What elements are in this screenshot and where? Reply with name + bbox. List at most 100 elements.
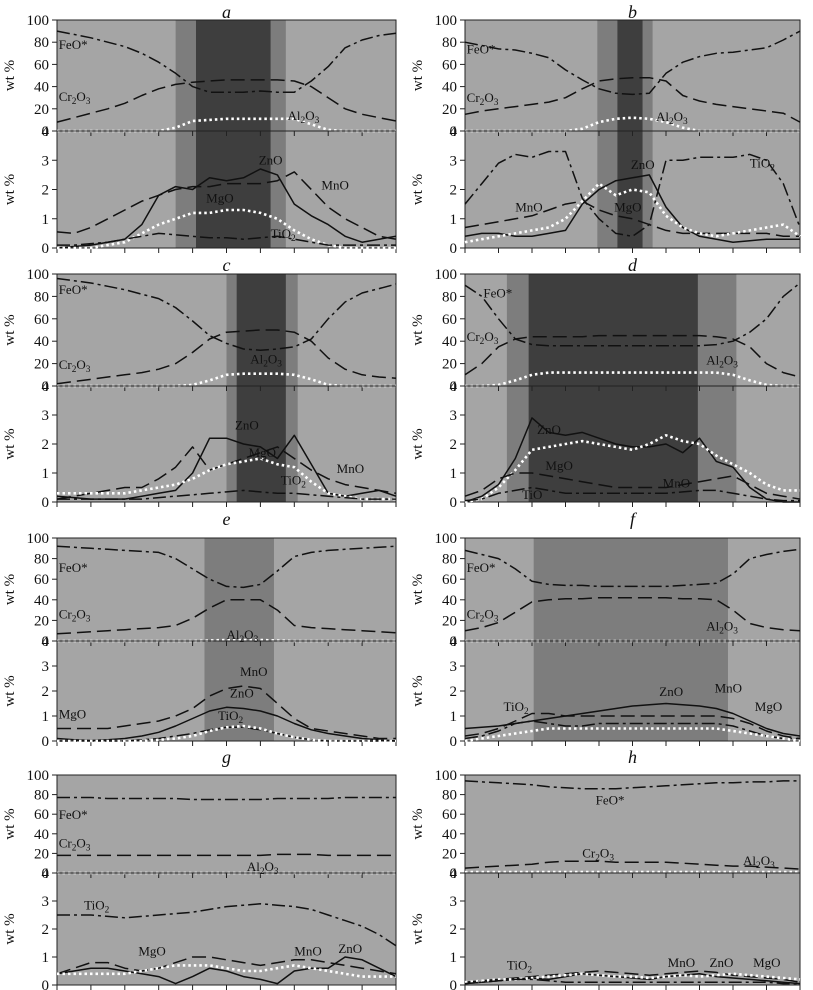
y-tick-label: 20 (34, 357, 49, 373)
y-axis-label: wt % (410, 174, 426, 205)
series-label: Cr2O3 (467, 329, 499, 347)
series-label: MgO (249, 445, 276, 460)
series-zno (464, 174, 800, 243)
y-axis-label: wt % (2, 174, 18, 205)
series-mno (57, 685, 396, 740)
y-tick-label: 60 (442, 807, 457, 823)
y-axis-label: wt % (2, 675, 18, 706)
y-tick-label: 0 (450, 241, 458, 257)
series-cr2o3 (464, 860, 801, 870)
y-tick-label: 100 (435, 13, 458, 29)
y-tick-label: 0 (450, 495, 458, 511)
y-tick-label: 0 (42, 495, 50, 511)
series-label: MnO (663, 476, 690, 491)
y-tick-label: 4 (450, 124, 458, 140)
series-label: Cr2O3 (59, 836, 91, 854)
series-label: TiO2 (281, 473, 306, 491)
y-tick-label: 0 (42, 241, 50, 257)
plot-background (465, 775, 800, 985)
y-tick-label: 0 (450, 634, 458, 650)
series-mgo (57, 208, 396, 250)
y-tick-label: 1 (450, 466, 458, 482)
y-tick-label: 1 (42, 212, 50, 228)
series-label: TiO2 (507, 958, 532, 976)
subplot-top: 0 20 40 60 80 100 wt % FeO* Cr2O3 Al2O3 (410, 531, 801, 650)
series-mgo (464, 182, 801, 244)
y-tick-label: 20 (34, 613, 49, 629)
subplot-bottom: 0 1 2 3 4 wt % TiO2 ZnO MnO MgO (410, 634, 801, 750)
y-tick-label: 4 (450, 634, 458, 650)
series-label: MnO (337, 461, 364, 476)
subplot-bottom: 0 1 2 3 4 wt % ZnO MgO MnO TiO (410, 379, 801, 511)
series-mno (464, 970, 801, 983)
y-tick-label: 100 (435, 531, 458, 547)
series-mgo (57, 457, 396, 501)
series-label: FeO* (467, 560, 496, 575)
y-tick-label: 3 (42, 659, 50, 675)
panel-label: c (223, 255, 231, 275)
panel-e: e 0 20 40 60 80 100 wt % FeO* Cr2O3 Al2O3 0 1 2 3 4 wt %… (2, 509, 397, 750)
y-tick-label: 100 (27, 768, 50, 784)
y-tick-label: 80 (442, 788, 457, 804)
series-tio2 (464, 978, 800, 985)
series-label: Al2O3 (706, 353, 738, 371)
y-tick-label: 2 (42, 684, 50, 700)
series-label: ZnO (235, 418, 259, 433)
panel-label: e (223, 509, 231, 529)
y-tick-label: 40 (442, 334, 457, 350)
y-tick-label: 4 (42, 866, 50, 882)
y-tick-label: 20 (34, 102, 49, 118)
y-axis-label: wt % (410, 675, 426, 706)
series-mgo (57, 964, 396, 978)
y-tick-label: 3 (42, 153, 50, 169)
zone-band (617, 20, 643, 248)
y-tick-label: 0 (450, 379, 458, 395)
y-tick-label: 20 (442, 846, 457, 862)
y-tick-label: 80 (442, 289, 457, 305)
series-label: FeO* (596, 792, 625, 807)
subplot-bottom: 0 1 2 3 4 wt % TiO2 MnO ZnO MgO (410, 866, 801, 990)
y-axis-label: wt % (410, 60, 426, 91)
series-tio2 (464, 486, 800, 502)
series-label: MgO (755, 699, 782, 714)
y-tick-label: 0 (42, 379, 50, 395)
y-tick-label: 80 (34, 35, 49, 51)
series-tio2 (57, 232, 396, 246)
panel-label: a (222, 2, 231, 22)
series-label: ZnO (659, 684, 683, 699)
y-tick-label: 40 (34, 827, 49, 843)
series-label: Al2O3 (288, 108, 320, 126)
y-tick-label: 60 (34, 572, 49, 588)
series-label: Al2O3 (743, 853, 775, 871)
series-tio2 (57, 489, 396, 500)
panel-label: g (222, 747, 231, 767)
y-tick-label: 40 (34, 80, 49, 96)
y-tick-label: 1 (42, 950, 50, 966)
series-label: Cr2O3 (582, 845, 614, 863)
series-label: Al2O3 (250, 352, 282, 370)
y-axis-label: wt % (410, 428, 426, 459)
series-cr2o3 (57, 853, 396, 857)
y-tick-label: 100 (27, 531, 50, 547)
series-label: Al2O3 (656, 109, 688, 127)
y-tick-label: 0 (42, 124, 50, 140)
y-axis-label: wt % (2, 808, 18, 839)
series-cr2o3 (464, 334, 801, 378)
y-tick-label: 1 (42, 709, 50, 725)
y-tick-label: 4 (450, 866, 458, 882)
series-zno (56, 706, 397, 742)
subplot-bottom: 0 1 2 3 4 wt % ZnO MnO MgO TiO2 (2, 124, 397, 257)
series-label: Al2O3 (706, 619, 738, 637)
y-tick-label: 80 (34, 552, 49, 568)
y-axis-label: wt % (410, 808, 426, 839)
y-axis-label: wt % (2, 428, 18, 459)
y-tick-label: 20 (442, 102, 457, 118)
series-label: TiO2 (750, 156, 775, 174)
y-tick-label: 4 (42, 379, 50, 395)
y-tick-label: 60 (34, 57, 49, 73)
series-label: MnO (321, 178, 348, 193)
series-label: MgO (545, 458, 572, 473)
series-mno (56, 956, 397, 975)
series-mgo (57, 724, 396, 743)
series-tio2 (464, 150, 801, 238)
